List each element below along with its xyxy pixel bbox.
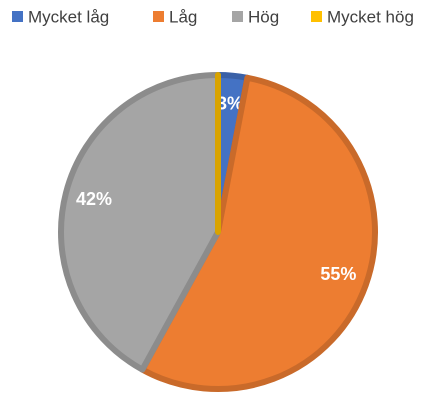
legend-swatch — [12, 11, 23, 22]
pie-slice — [58, 72, 221, 373]
legend-label: Mycket hög — [327, 7, 414, 26]
legend-swatch — [232, 11, 243, 22]
data-label: 42% — [76, 189, 112, 209]
legend-label: Låg — [169, 7, 197, 26]
legend-swatch — [311, 11, 322, 22]
data-label: 3% — [217, 93, 243, 113]
legend-swatch — [153, 11, 164, 22]
data-label: 55% — [320, 264, 356, 284]
legend-label: Mycket låg — [28, 7, 109, 26]
legend-label: Hög — [248, 7, 279, 26]
pie-slice — [139, 74, 378, 392]
